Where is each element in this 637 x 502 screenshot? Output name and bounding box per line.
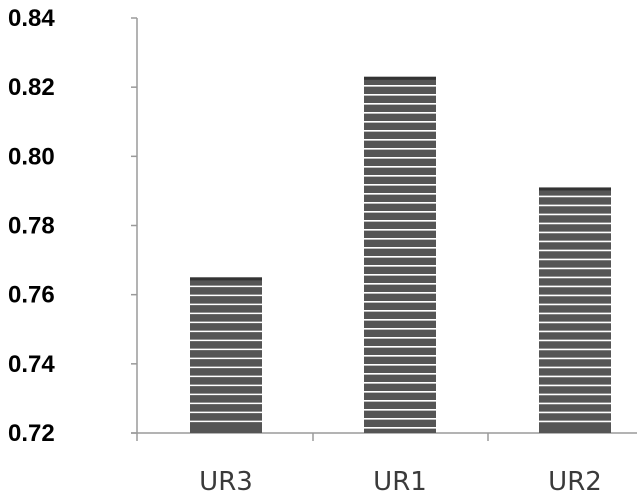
y-tick-label: 0.80 xyxy=(8,143,55,170)
bar-ur3 xyxy=(190,277,262,433)
y-tick-label: 0.82 xyxy=(8,74,55,101)
y-tick-label: 0.72 xyxy=(8,420,55,447)
x-tick-label: UR1 xyxy=(373,467,427,497)
y-tick-label: 0.74 xyxy=(8,351,55,378)
y-axis xyxy=(131,17,138,434)
y-tick-label: 0.84 xyxy=(8,5,55,32)
bar-fill xyxy=(539,187,611,433)
bar-top-edge xyxy=(539,187,611,191)
y-tick-label: 0.78 xyxy=(8,213,55,240)
x-tick-label: UR2 xyxy=(548,467,602,497)
x-tick-labels: UR3 UR1 UR2 xyxy=(199,467,602,497)
bars xyxy=(190,76,611,434)
x-axis xyxy=(131,432,637,441)
bar-top-edge xyxy=(190,277,262,281)
bar-top-edge xyxy=(364,76,436,80)
bar-ur1 xyxy=(364,76,436,434)
y-tick-labels: 0.84 0.82 0.80 0.78 0.76 0.74 0.72 xyxy=(8,5,55,447)
y-tick-label: 0.76 xyxy=(8,282,55,309)
bar-ur2 xyxy=(539,187,611,433)
x-tick-label: UR3 xyxy=(199,467,253,497)
bar-fill xyxy=(190,277,262,433)
